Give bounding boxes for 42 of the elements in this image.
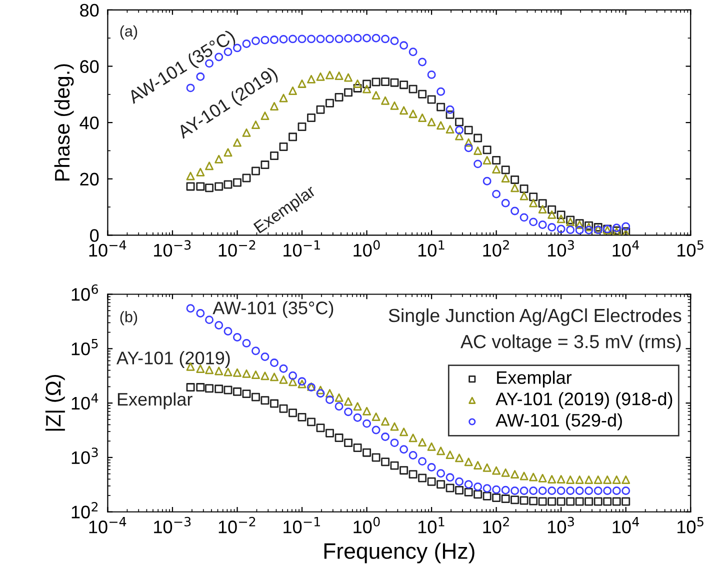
x-tick-label: 10$^{2}$ xyxy=(483,240,509,257)
annotation: (b) xyxy=(120,311,138,326)
legend-label: Exemplar xyxy=(497,370,572,388)
y-tick-label: 20 xyxy=(80,172,99,186)
x-tick-label: 10$^{4}$ xyxy=(612,240,639,257)
x-tick-label: 10$^{−3}$ xyxy=(154,240,191,257)
x-tick-label: 10$^{−2}$ xyxy=(218,240,256,257)
y-tick-label: 0 xyxy=(90,229,99,242)
x-tick-label: 10$^{3}$ xyxy=(548,240,574,257)
legend-label: AY-101 (2019) (918-d) xyxy=(496,392,672,409)
x-tick-label: 10$^{1}$ xyxy=(418,517,444,534)
y-tick-label: 60 xyxy=(80,60,99,73)
x-tick-label: 10$^{4}$ xyxy=(612,517,639,534)
y-tick-label: 80 xyxy=(80,4,99,17)
x-tick-label: 10$^{0}$ xyxy=(354,240,380,257)
x-tick-label: 10$^{3}$ xyxy=(548,516,574,534)
y-tick-label: 10$^{2}$ xyxy=(72,502,98,518)
y-tick-label: 40 xyxy=(80,116,99,130)
x-tick-label: 10$^{−2}$ xyxy=(218,516,256,534)
x-tick-label: 10$^{−4}$ xyxy=(89,517,126,534)
x-tick-label: 10$^{−3}$ xyxy=(154,516,191,534)
y-tick-label: 10$^{4}$ xyxy=(72,393,98,410)
x-tick-label: 10$^{5}$ xyxy=(678,517,704,534)
annotation: AY-101 (2019) xyxy=(116,351,230,368)
x-tick-label: 10$^{5}$ xyxy=(678,240,704,257)
annotation: AC voltage = 3.5 mV (rms) xyxy=(460,334,681,352)
x-tick-label: 10$^{0}$ xyxy=(354,516,380,534)
x-tick-label: 10$^{1}$ xyxy=(418,240,444,257)
x-tick-label: 10$^{−1}$ xyxy=(284,517,320,534)
annotation: Exemplar xyxy=(118,392,192,410)
y-axis-title: |Z| (Ω) xyxy=(45,374,65,431)
y-tick-label: 10$^{5}$ xyxy=(72,338,98,356)
x-axis-title: Frequency (Hz) xyxy=(324,542,474,564)
annotation: (a) xyxy=(120,25,138,40)
y-axis-title: Phase (deg.) xyxy=(54,64,74,180)
x-tick-label: 10$^{2}$ xyxy=(483,516,509,534)
annotation: AW-101 (35°C) xyxy=(212,301,334,318)
legend-label: AW-101 (529-d) xyxy=(496,413,622,430)
annotation: Single Junction Ag/AgCl Electrodes xyxy=(388,308,682,326)
x-tick-label: 10$^{−1}$ xyxy=(284,240,320,257)
y-tick-label: 10$^{3}$ xyxy=(72,448,98,464)
y-tick-label: 10$^{6}$ xyxy=(72,284,98,301)
